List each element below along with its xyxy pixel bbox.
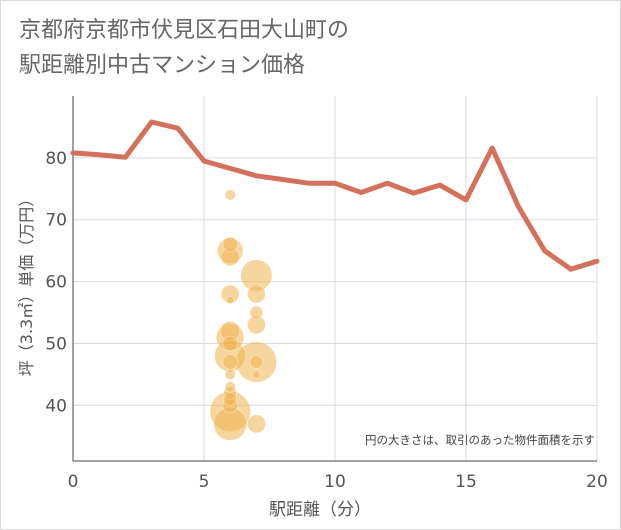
bubble-point (223, 392, 237, 406)
bubble-point (252, 370, 261, 379)
average-price-line (70, 119, 600, 272)
bubble-point (224, 189, 236, 201)
y-tick-label: 80 (45, 149, 67, 169)
x-tick-label: 10 (324, 472, 346, 492)
bubble-point (222, 354, 238, 370)
chart-title-line-1: 京都府京都市伏見区石田大山町の (19, 18, 350, 43)
x-tick-label: 0 (68, 472, 79, 492)
bubble-point (247, 284, 266, 304)
bubble-point (249, 305, 264, 320)
x-tick-label: 20 (586, 472, 608, 492)
bubble-point (226, 296, 235, 305)
y-axis-title: 坪（3.3㎡）単価（万円） (17, 191, 36, 376)
bubble-point (222, 236, 238, 253)
y-tick-label: 50 (45, 334, 67, 354)
y-tick-label: 40 (45, 396, 67, 416)
bubble-point (224, 368, 236, 380)
x-tick-label: 15 (455, 472, 477, 492)
bubble-point (224, 381, 236, 393)
bubble-point (249, 355, 264, 369)
bubble-point (247, 414, 266, 434)
y-tick-label: 60 (45, 273, 67, 293)
bubble-point (222, 335, 238, 352)
x-axis-title: 駅距離（分） (269, 500, 371, 520)
y-tick-label: 70 (45, 211, 67, 231)
chart-title: 京都府京都市伏見区石田大山町の 駅距離別中古マンション価格 (19, 13, 439, 83)
size-note: 円の大きさは、取引のあった物件面積を示す (365, 433, 595, 447)
x-tick-label: 5 (199, 472, 210, 492)
chart-title-line-2: 駅距離別中古マンション価格 (19, 53, 306, 78)
